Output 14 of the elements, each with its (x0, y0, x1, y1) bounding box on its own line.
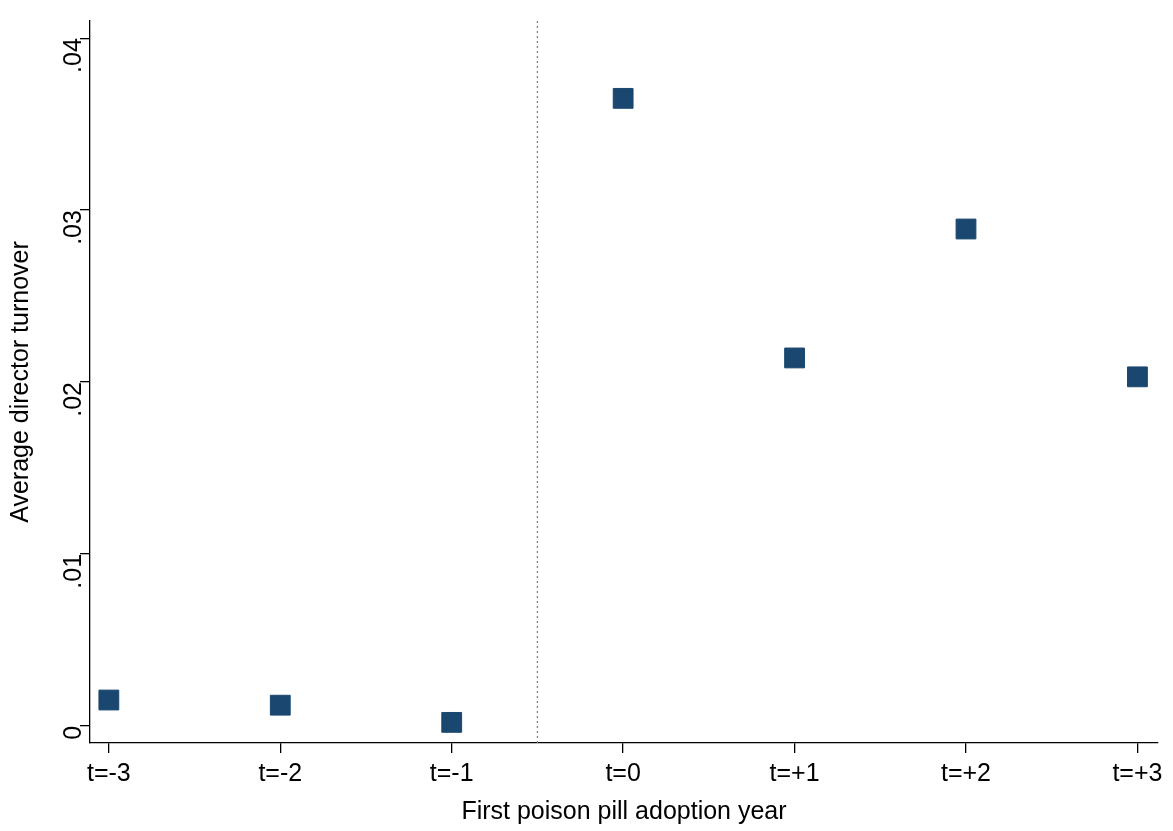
x-tick-label: t=+3 (1112, 757, 1163, 786)
y-tick-label: 0 (57, 725, 86, 740)
x-tick-label: t=-2 (258, 757, 303, 786)
x-axis-title: First poison pill adoption year (461, 795, 787, 824)
x-tick-label: t=+1 (769, 757, 820, 786)
y-axis-title: Average director turnover (4, 241, 33, 523)
x-tick-label: t=+2 (940, 757, 992, 786)
y-tick-label: .01 (57, 553, 86, 589)
x-tick-label: t=-1 (429, 757, 474, 786)
y-tick-label: .02 (57, 382, 86, 417)
x-tick-label: t=0 (605, 757, 641, 786)
y-tick-label: .04 (57, 38, 86, 73)
y-tick-label: .03 (57, 210, 86, 245)
x-tick-label: t=-3 (86, 757, 131, 786)
